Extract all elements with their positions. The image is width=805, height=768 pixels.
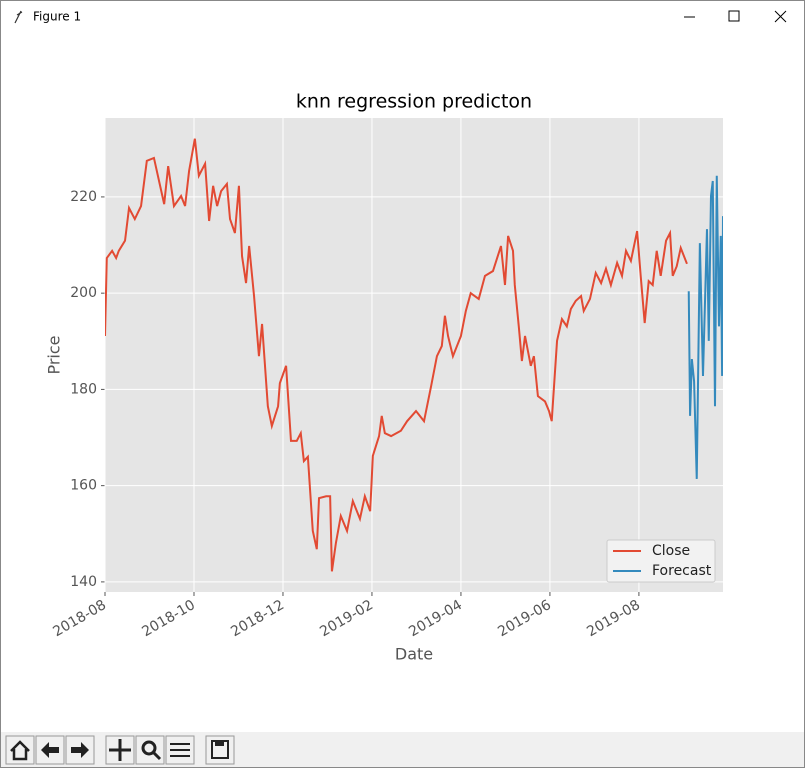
data-line	[105, 138, 688, 572]
y-tick-label: 160	[70, 478, 97, 494]
app-icon	[14, 10, 23, 24]
data-line	[687, 175, 723, 479]
y-tick-label: 220	[70, 189, 97, 205]
toolbar	[1, 732, 804, 767]
legend-label: Close	[652, 543, 690, 559]
title-bar	[1, 1, 804, 33]
x-tick-label: 2019-04	[406, 597, 465, 640]
forward-button[interactable]	[65, 735, 95, 765]
x-tick-label: 2019-06	[495, 597, 554, 640]
x-tick-label: 2018-12	[228, 597, 287, 640]
maximize-button[interactable]	[728, 10, 740, 22]
x-tick-label: 2018-10	[139, 597, 198, 640]
x-tick-label: 2019-02	[317, 597, 376, 640]
save-button[interactable]	[205, 735, 235, 765]
pan-button[interactable]	[105, 735, 135, 765]
back-button[interactable]	[35, 735, 65, 765]
x-tick-label: 2018-08	[50, 597, 109, 640]
legend-label: Forecast	[652, 563, 712, 579]
x-axis-label: Date	[395, 645, 433, 664]
y-axis-label: Price	[45, 335, 64, 374]
close-button[interactable]	[774, 10, 787, 23]
y-tick-label: 200	[70, 285, 97, 301]
home-button[interactable]	[5, 735, 35, 765]
y-tick-label: 180	[70, 381, 97, 397]
configure-button[interactable]	[165, 735, 195, 765]
zoom-button[interactable]	[135, 735, 165, 765]
x-tick-label: 2019-08	[584, 597, 643, 640]
chart-title: knn regression predicton	[296, 91, 532, 113]
y-tick-label: 140	[70, 574, 97, 590]
window-title: Figure 1	[33, 10, 81, 24]
plot-area	[105, 118, 723, 592]
